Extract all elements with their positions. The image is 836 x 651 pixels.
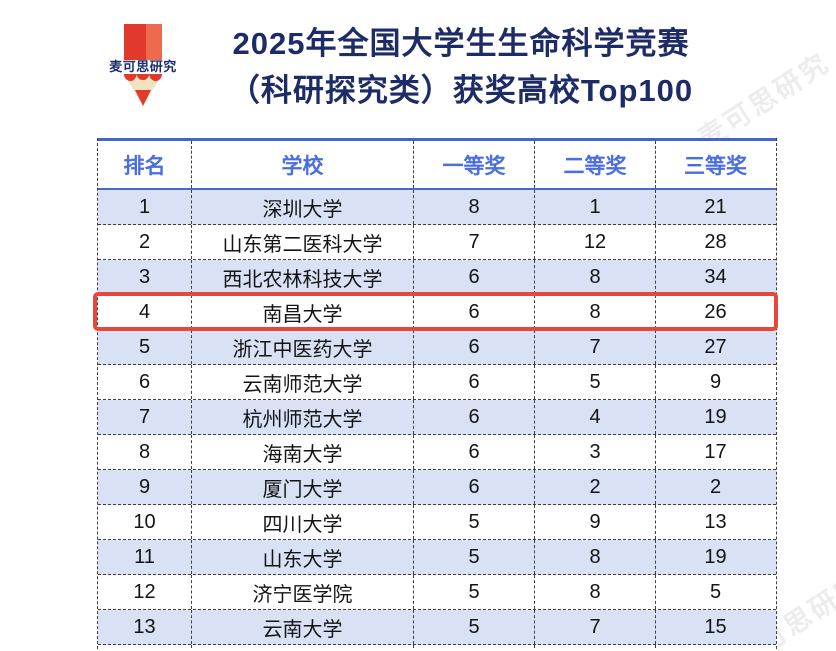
- third-prize-cell: 5: [655, 575, 775, 609]
- ranking-table: 排名 学校 一等奖 二等奖 三等奖 1 深圳大学 8 1 21 2 山东第二医科大学 7 12 2…: [97, 138, 777, 651]
- rank-cell: 9: [138, 475, 151, 498]
- header-school: 学校: [191, 141, 413, 188]
- second-prize-cell: 12: [534, 225, 655, 259]
- third-prize-cell: 21: [655, 190, 775, 224]
- first-prize-cell: 7: [413, 225, 534, 259]
- rank-cell: 3: [138, 265, 151, 288]
- table-row: 6 云南师范大学 6 5 9: [98, 365, 776, 400]
- rank-cell: 11: [134, 545, 155, 568]
- second-prize-cell: 7: [534, 610, 655, 644]
- first-prize-cell: 6: [413, 330, 534, 364]
- school-cell: 浙江中医药大学: [191, 330, 413, 364]
- rank-cell: 4: [138, 300, 151, 323]
- partial-next-row: [98, 645, 776, 651]
- table-row: 13 云南大学 5 7 15: [98, 610, 776, 645]
- table-row: 3 西北农林科技大学 6 8 34: [98, 260, 776, 295]
- first-prize-cell: 6: [413, 435, 534, 469]
- school-cell: 四川大学: [191, 505, 413, 539]
- header-first-prize: 一等奖: [413, 141, 534, 188]
- rank-cell: 10: [133, 510, 156, 533]
- school-cell: 济宁医学院: [191, 575, 413, 609]
- second-prize-cell: 2: [534, 470, 655, 504]
- second-prize-cell: 7: [534, 330, 655, 364]
- school-cell: 云南大学: [191, 610, 413, 644]
- header-second-prize: 二等奖: [534, 141, 655, 188]
- first-prize-cell: 6: [413, 365, 534, 399]
- third-prize-cell: 9: [655, 365, 775, 399]
- rank-cell: 7: [138, 405, 151, 428]
- title-line2: （科研探究类）获奖高校Top100: [228, 73, 694, 108]
- second-prize-cell: 5: [534, 365, 655, 399]
- table-row: 1 深圳大学 8 1 21: [98, 190, 776, 225]
- second-prize-cell: 9: [534, 505, 655, 539]
- third-prize-cell: 26: [655, 295, 775, 329]
- table-row: 4 南昌大学 6 8 26: [98, 295, 776, 330]
- third-prize-cell: 17: [655, 435, 775, 469]
- rank-cell: 2: [138, 230, 151, 253]
- table-row: 12 济宁医学院 5 8 5: [98, 575, 776, 610]
- rank-cell: 5: [138, 335, 151, 358]
- second-prize-cell: 8: [534, 260, 655, 294]
- table-row: 10 四川大学 5 9 13: [98, 505, 776, 540]
- school-cell: 西北农林科技大学: [191, 260, 413, 294]
- table-row: 7 杭州师范大学 6 4 19: [98, 400, 776, 435]
- school-cell: 云南师范大学: [191, 365, 413, 399]
- third-prize-cell: 2: [655, 470, 775, 504]
- rank-cell: 13: [133, 615, 156, 638]
- third-prize-cell: 19: [655, 540, 775, 574]
- second-prize-cell: 8: [534, 295, 655, 329]
- first-prize-cell: 8: [413, 190, 534, 224]
- logo-text: 麦可思研究: [105, 60, 181, 74]
- table-row: 2 山东第二医科大学 7 12 28: [98, 225, 776, 260]
- table-row: 8 海南大学 6 3 17: [98, 435, 776, 470]
- first-prize-cell: 6: [413, 260, 534, 294]
- third-prize-cell: 34: [655, 260, 775, 294]
- school-cell: 南昌大学: [191, 295, 413, 329]
- first-prize-cell: 6: [413, 400, 534, 434]
- first-prize-cell: 6: [413, 470, 534, 504]
- first-prize-cell: 5: [413, 505, 534, 539]
- school-cell: 山东大学: [191, 540, 413, 574]
- first-prize-cell: 5: [413, 610, 534, 644]
- table-row: 5 浙江中医药大学 6 7 27: [98, 330, 776, 365]
- header-third-prize: 三等奖: [655, 141, 775, 188]
- second-prize-cell: 8: [534, 540, 655, 574]
- mycos-logo: 麦可思研究: [105, 22, 181, 114]
- school-cell: 深圳大学: [191, 190, 413, 224]
- second-prize-cell: 3: [534, 435, 655, 469]
- rank-cell: 6: [138, 370, 151, 393]
- table-row: 9 厦门大学 6 2 2: [98, 470, 776, 505]
- table-body: 1 深圳大学 8 1 21 2 山东第二医科大学 7 12 28 3 西北农林科技大学 6 8 34 4 南昌大…: [98, 190, 776, 645]
- first-prize-cell: 5: [413, 540, 534, 574]
- rank-cell: 12: [133, 580, 156, 603]
- page-title: 2025年全国大学生生命科学竞赛 （科研探究类）获奖高校Top100: [212, 20, 710, 114]
- third-prize-cell: 15: [655, 610, 775, 644]
- school-cell: 杭州师范大学: [191, 400, 413, 434]
- rank-cell: 1: [138, 195, 151, 218]
- third-prize-cell: 27: [655, 330, 775, 364]
- third-prize-cell: 28: [655, 225, 775, 259]
- school-cell: 厦门大学: [191, 470, 413, 504]
- table-header: 排名 学校 一等奖 二等奖 三等奖: [98, 138, 776, 190]
- second-prize-cell: 8: [534, 575, 655, 609]
- school-cell: 海南大学: [191, 435, 413, 469]
- table-row: 11 山东大学 5 8 19: [98, 540, 776, 575]
- rank-cell: 8: [138, 440, 151, 463]
- second-prize-cell: 4: [534, 400, 655, 434]
- third-prize-cell: 19: [655, 400, 775, 434]
- header-rank: 排名: [123, 154, 166, 178]
- school-cell: 山东第二医科大学: [191, 225, 413, 259]
- first-prize-cell: 6: [413, 295, 534, 329]
- third-prize-cell: 13: [655, 505, 775, 539]
- second-prize-cell: 1: [534, 190, 655, 224]
- first-prize-cell: 5: [413, 575, 534, 609]
- title-line1: 2025年全国大学生生命科学竞赛: [232, 26, 690, 61]
- pencil-logo-icon: [124, 24, 162, 106]
